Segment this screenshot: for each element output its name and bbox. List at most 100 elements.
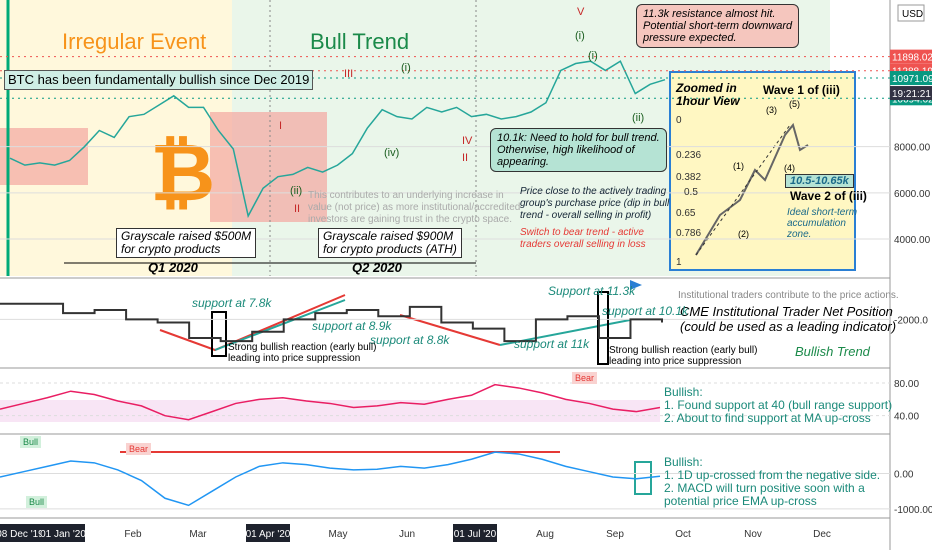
price-label: 10971.09 bbox=[892, 74, 932, 85]
text-line: for crypto products (ATH) bbox=[323, 242, 457, 256]
wave-count: III bbox=[344, 68, 354, 80]
legend: Price close to the actively trading group… bbox=[520, 186, 669, 222]
banner: BTC has been fundamentally bullish since… bbox=[4, 70, 314, 90]
text-line: Otherwise, high likelihood of bbox=[497, 144, 635, 156]
text-line: Grayscale raised $500M bbox=[121, 229, 252, 243]
x-tick-label: Mar bbox=[189, 529, 207, 540]
y-tick-label: 80.00 bbox=[894, 379, 919, 390]
y-tick-label: 6000.00 bbox=[894, 189, 931, 200]
price-label-box bbox=[890, 49, 932, 64]
note: Grayscale raised $900M for crypto product… bbox=[318, 228, 462, 258]
wave-count: (i) bbox=[588, 50, 598, 62]
text-line: 2. About to find support at MA up-cross bbox=[664, 411, 871, 425]
svg-text:₿: ₿ bbox=[150, 128, 215, 217]
x-tick-label: Oct bbox=[675, 529, 691, 540]
rsi-line bbox=[0, 383, 661, 421]
note: Strong bullish reaction (early bull) lead… bbox=[228, 342, 376, 364]
text-line: 1. 1D up-crossed from the negative side. bbox=[664, 468, 881, 482]
support-label: support at 10.1k bbox=[602, 304, 689, 318]
text-line: leading into price suppression bbox=[228, 353, 361, 364]
currency: USD bbox=[902, 9, 923, 20]
bear-tag: Bear bbox=[572, 372, 598, 384]
x-tick-label: 08 Dec '19 bbox=[0, 529, 44, 540]
wave-count: (5) bbox=[789, 99, 800, 109]
text-line: leading into price suppression bbox=[609, 356, 742, 367]
fib-level: 0.65 bbox=[676, 208, 696, 219]
wave: Wave 2 of (iii) bbox=[790, 189, 867, 203]
trend-label: Bull Trend bbox=[310, 29, 410, 54]
price-label: 11898.02 bbox=[892, 53, 932, 64]
x-tick-label: 01 Apr '20 bbox=[246, 529, 291, 540]
text-line: trend - overall selling in profit) bbox=[520, 210, 652, 221]
quarter: Q1 2020 bbox=[148, 260, 198, 275]
text-line: Strong bullish reaction (early bull) bbox=[609, 345, 758, 356]
text-line: This contributes to an underlying increa… bbox=[308, 190, 504, 201]
text-line: 11.3k resistance almost hit. bbox=[643, 8, 776, 20]
note: Ideal short-term accumulation zone. bbox=[787, 207, 857, 240]
support-label: support at 8.8k bbox=[370, 333, 450, 347]
wave-count: (2) bbox=[738, 229, 749, 239]
bear-tag: Bear bbox=[126, 443, 152, 455]
text-line: Bullish: bbox=[664, 385, 703, 399]
wave-count: IV bbox=[462, 135, 473, 147]
bull-tag: Bull bbox=[26, 496, 48, 508]
y-tick-label: -1000.00 bbox=[894, 505, 932, 516]
text-line: Ideal short-term bbox=[787, 207, 858, 218]
x-tick-label: May bbox=[329, 529, 348, 540]
support-label: Support at 11.3k bbox=[548, 284, 636, 298]
text-line: Grayscale raised $900M bbox=[323, 229, 454, 243]
currency-box bbox=[897, 4, 925, 22]
text-line: Switch to bear trend - active bbox=[520, 227, 644, 238]
text-line: for crypto products bbox=[121, 242, 221, 256]
note: Strong bullish reaction (early bull) lead… bbox=[609, 345, 757, 367]
x-label-box bbox=[453, 524, 497, 542]
text-line: accumulation bbox=[787, 218, 846, 229]
wave-count: V bbox=[577, 6, 585, 18]
text-line: (could be used as a leading indicator) bbox=[680, 319, 897, 334]
text-line: CME Institutional Trader Net Position bbox=[680, 304, 893, 319]
cme-line bbox=[0, 302, 663, 343]
y-tick-label: 40.00 bbox=[894, 412, 919, 423]
y-tick-label: 8000.00 bbox=[894, 143, 931, 154]
text-line: value (not price) as more institutional/… bbox=[308, 202, 521, 213]
x-tick-label: 01 Jan '20 bbox=[40, 529, 86, 540]
x-tick-label: Jun bbox=[399, 529, 415, 540]
macd-line bbox=[0, 451, 661, 507]
fib-level: 0.236 bbox=[676, 150, 702, 161]
wave-count: (1) bbox=[733, 161, 744, 171]
text-line: 10.1k: Need to hold for bull trend. bbox=[497, 132, 660, 144]
fib-level: 0 bbox=[676, 115, 682, 126]
support-label: support at 8.9k bbox=[312, 319, 392, 333]
note: Grayscale raised $500M for crypto product… bbox=[116, 228, 257, 258]
text-line: traders overall selling in loss bbox=[520, 239, 646, 250]
wave-count: II bbox=[462, 152, 469, 164]
text-line: 2. MACD will turn positive soon with a bbox=[664, 481, 865, 495]
bull-tag: Bull bbox=[20, 436, 42, 448]
legend: Switch to bear trend - active traders ove… bbox=[520, 227, 646, 251]
fib-level: 0.786 bbox=[676, 228, 702, 239]
x-tick-label: Dec bbox=[813, 529, 831, 540]
note: This contributes to an underlying increa… bbox=[308, 190, 520, 226]
x-label-box bbox=[41, 524, 85, 542]
fib-level: 0.382 bbox=[676, 172, 702, 183]
text-line: Zoomed in bbox=[676, 81, 737, 95]
x-label-box bbox=[0, 524, 42, 542]
note: Bullish: 1. Found support at 40 (bull ran… bbox=[664, 386, 892, 425]
fib-level: 1 bbox=[676, 257, 682, 268]
text-line: pressure expected. bbox=[643, 32, 737, 44]
price-line bbox=[9, 60, 666, 219]
countdown: 19:21:21 bbox=[892, 89, 931, 100]
wave-count: (iv) bbox=[384, 147, 400, 159]
wave-count: (4) bbox=[784, 163, 795, 173]
text-line: investors are gaining trust in the crypt… bbox=[308, 214, 512, 225]
trend: Bullish Trend bbox=[795, 344, 870, 359]
text-line: 1hour View bbox=[676, 94, 740, 108]
wave-count: II bbox=[294, 203, 301, 215]
wave-count: (ii) bbox=[290, 185, 303, 197]
y-tick-label: 0.00 bbox=[894, 469, 914, 480]
note: 11.3k resistance almost hit. Potential sh… bbox=[636, 4, 800, 48]
text-line: zone. bbox=[787, 229, 812, 240]
text-line: Bullish: bbox=[664, 455, 703, 469]
zoom-title: Zoomed in 1hour View bbox=[676, 82, 740, 108]
x-tick-label: 01 Jul '20 bbox=[454, 529, 497, 540]
